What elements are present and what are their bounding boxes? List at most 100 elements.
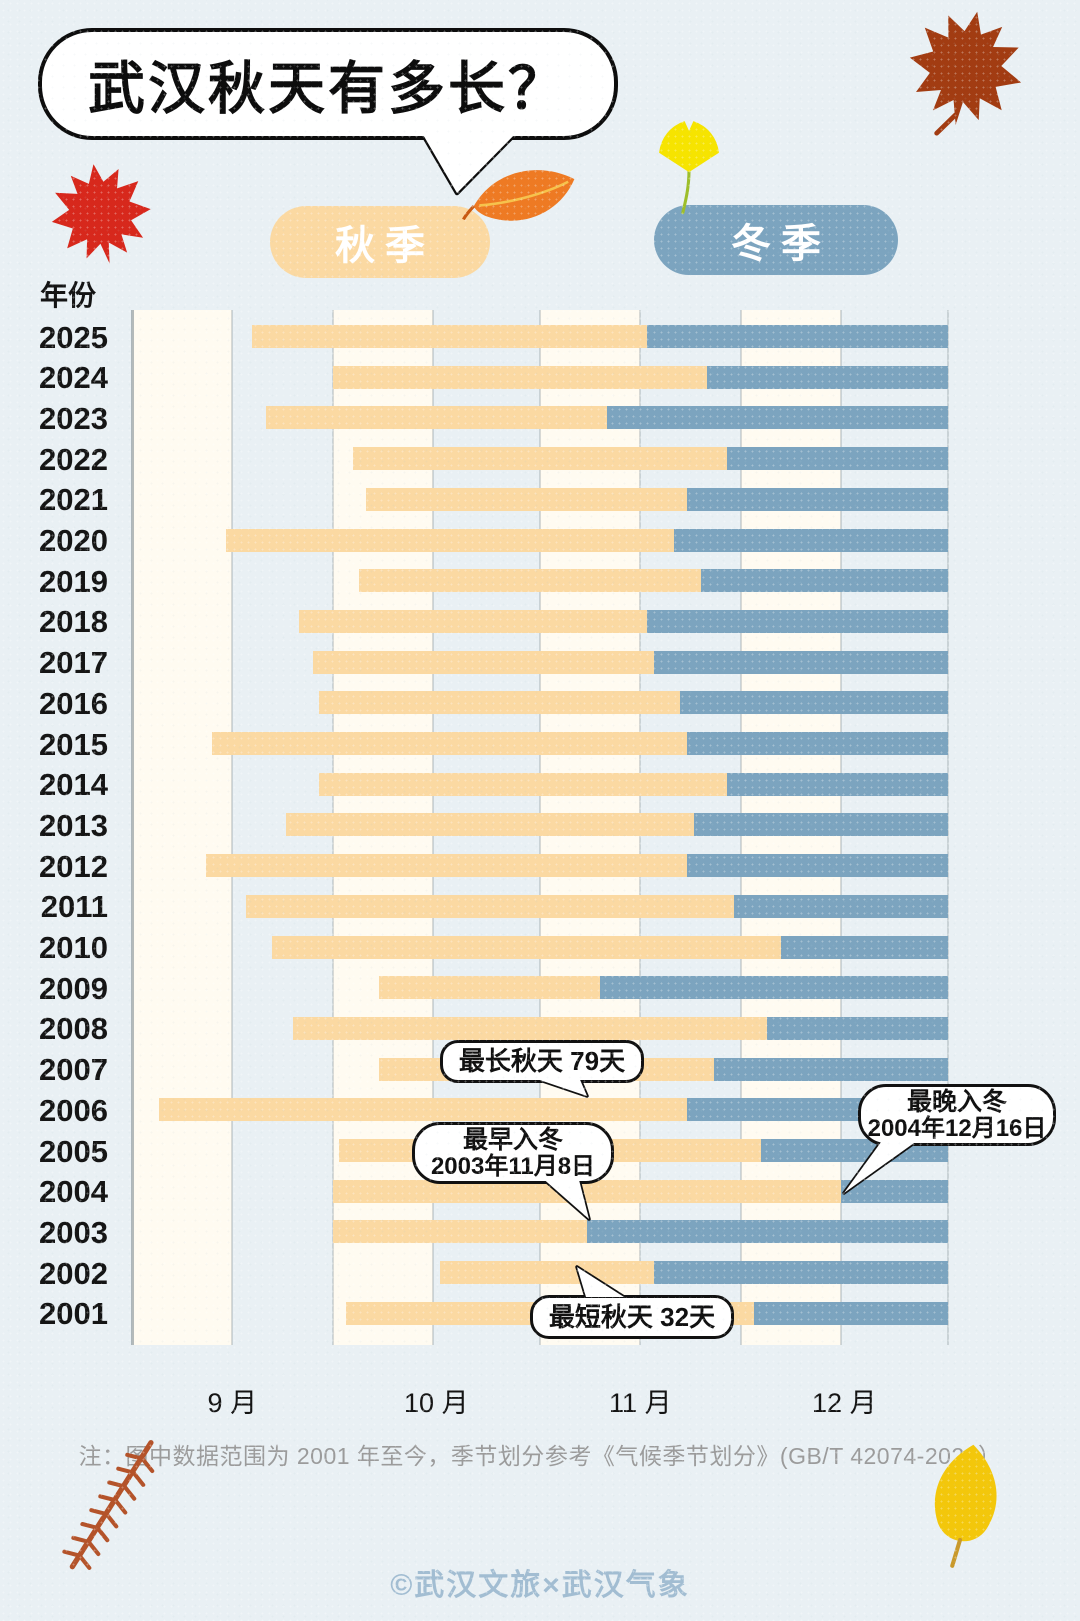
winter-bar-segment <box>780 935 948 959</box>
watermark: ©武汉文旅×武汉气象 <box>390 1569 690 1602</box>
legend-autumn: 秋季 <box>270 206 490 278</box>
autumn-bar-segment <box>158 1098 688 1122</box>
callout-earliest-winter: 最早入冬 2003年11月8日 <box>412 1122 614 1184</box>
winter-bar-segment <box>693 813 948 837</box>
yellow-leaf-icon <box>934 1444 997 1568</box>
winter-bar-segment <box>606 406 948 430</box>
year-label: 2013 <box>39 807 108 843</box>
year-label: 2007 <box>39 1052 108 1088</box>
callout-text: 最长秋天 79天 <box>458 1046 626 1077</box>
month-half-stripe <box>132 310 233 1345</box>
autumn-bar-segment <box>366 487 688 511</box>
winter-bar-segment <box>687 732 948 755</box>
year-label: 2014 <box>39 767 108 803</box>
halfmonth-gridline <box>947 310 949 1345</box>
autumn-bar-segment <box>272 935 781 959</box>
autumn-bar-segment <box>332 365 708 389</box>
winter-bar-segment <box>840 1179 948 1203</box>
legend-autumn-label: 秋季 <box>335 224 435 268</box>
autumn-bar-segment <box>292 1016 768 1040</box>
year-label: 2018 <box>39 604 108 640</box>
autumn-bar-segment <box>285 813 694 837</box>
year-label: 2022 <box>39 441 108 477</box>
year-label: 2024 <box>39 360 108 396</box>
autumn-bar-segment <box>319 691 681 715</box>
x-axis-month-label: 12 月 <box>812 1388 877 1418</box>
x-axis-month-label: 10 月 <box>404 1388 469 1418</box>
redwood-twig-icon <box>62 1440 155 1570</box>
winter-bar-segment <box>687 487 948 511</box>
callout-text: 最短秋天 32天 <box>548 1301 716 1332</box>
legend-winter-label: 冬季 <box>731 222 831 266</box>
autumn-bar-segment <box>359 569 701 593</box>
year-label: 2012 <box>39 848 108 884</box>
year-label: 2010 <box>39 930 108 965</box>
callout-shortest-autumn: 最短秋天 32天 <box>530 1295 734 1339</box>
winter-bar-segment <box>653 650 948 674</box>
year-label: 2003 <box>39 1214 108 1250</box>
callout-text: 最晚入冬 <box>906 1087 1007 1116</box>
year-label: 2006 <box>39 1092 108 1128</box>
autumn-bar-segment <box>205 854 688 878</box>
footnote: 注：图中数据范围为 2001 年至今，季节划分参考《气候季节划分》(GB/T 4… <box>78 1443 1002 1469</box>
title-bubble: 武汉秋天有多长？ <box>38 28 618 140</box>
winter-bar-segment <box>680 691 948 715</box>
winter-bar-segment <box>647 609 948 633</box>
winter-bar-segment <box>707 365 948 389</box>
winter-bar-segment <box>687 854 948 878</box>
winter-bar-segment <box>733 894 948 918</box>
winter-bar-segment <box>586 1220 948 1244</box>
autumn-bar-segment <box>312 650 654 674</box>
year-label: 2011 <box>40 889 108 925</box>
year-label: 2008 <box>39 1011 108 1047</box>
autumn-bar-segment <box>212 732 688 755</box>
year-label: 2005 <box>39 1133 108 1169</box>
x-axis-month-label: 11 月 <box>609 1388 672 1418</box>
winter-bar-segment <box>653 1261 948 1285</box>
winter-bar-segment <box>700 569 948 593</box>
legend-winter: 冬季 <box>654 205 898 275</box>
year-label: 2019 <box>39 563 108 599</box>
autumn-bar-segment <box>252 325 647 348</box>
winter-bar-segment <box>727 447 948 471</box>
winter-bar-segment <box>647 325 948 348</box>
autumn-bar-segment <box>319 772 728 796</box>
year-label: 2023 <box>39 400 108 436</box>
callout-text: 2004年12月16日 <box>867 1114 1047 1142</box>
autumn-bar-segment <box>245 894 734 918</box>
x-axis-month-label: 9 月 <box>207 1388 258 1418</box>
autumn-bar-segment <box>379 976 601 1000</box>
winter-bar-segment <box>767 1016 948 1040</box>
autumn-bar-segment <box>265 406 607 430</box>
red-maple-leaf-icon <box>51 164 151 264</box>
winter-bar-segment <box>727 772 948 796</box>
y-axis-title: 年份 <box>40 280 97 311</box>
year-label: 2004 <box>39 1174 108 1210</box>
year-label: 2025 <box>39 319 108 355</box>
winter-bar-segment <box>713 1057 948 1081</box>
autumn-bar-segment <box>299 609 647 633</box>
year-label: 2017 <box>39 645 108 681</box>
autumn-bar-segment <box>352 447 728 471</box>
year-label: 2015 <box>39 726 108 762</box>
callout-text: 最早入冬 <box>462 1125 563 1154</box>
year-label: 2021 <box>39 482 108 518</box>
year-label: 2009 <box>39 970 108 1006</box>
winter-bar-segment <box>754 1301 948 1325</box>
callout-longest-autumn: 最长秋天 79天 <box>440 1040 644 1083</box>
year-label: 2020 <box>39 523 108 558</box>
year-label: 2016 <box>39 685 108 721</box>
yellow-ginkgo-leaf-icon <box>659 121 719 215</box>
year-label: 2001 <box>39 1296 108 1332</box>
callout-text: 2003年11月8日 <box>430 1152 596 1180</box>
halfmonth-gridline <box>131 310 134 1345</box>
autumn-bar-segment <box>332 1220 587 1244</box>
page-title: 武汉秋天有多长？ <box>88 57 568 121</box>
halfmonth-gridline <box>231 310 234 1345</box>
autumn-bar-segment <box>439 1261 654 1285</box>
winter-bar-segment <box>600 976 948 1000</box>
year-label: 2002 <box>39 1255 108 1291</box>
autumn-bar-segment <box>225 528 674 552</box>
winter-bar-segment <box>673 528 948 552</box>
